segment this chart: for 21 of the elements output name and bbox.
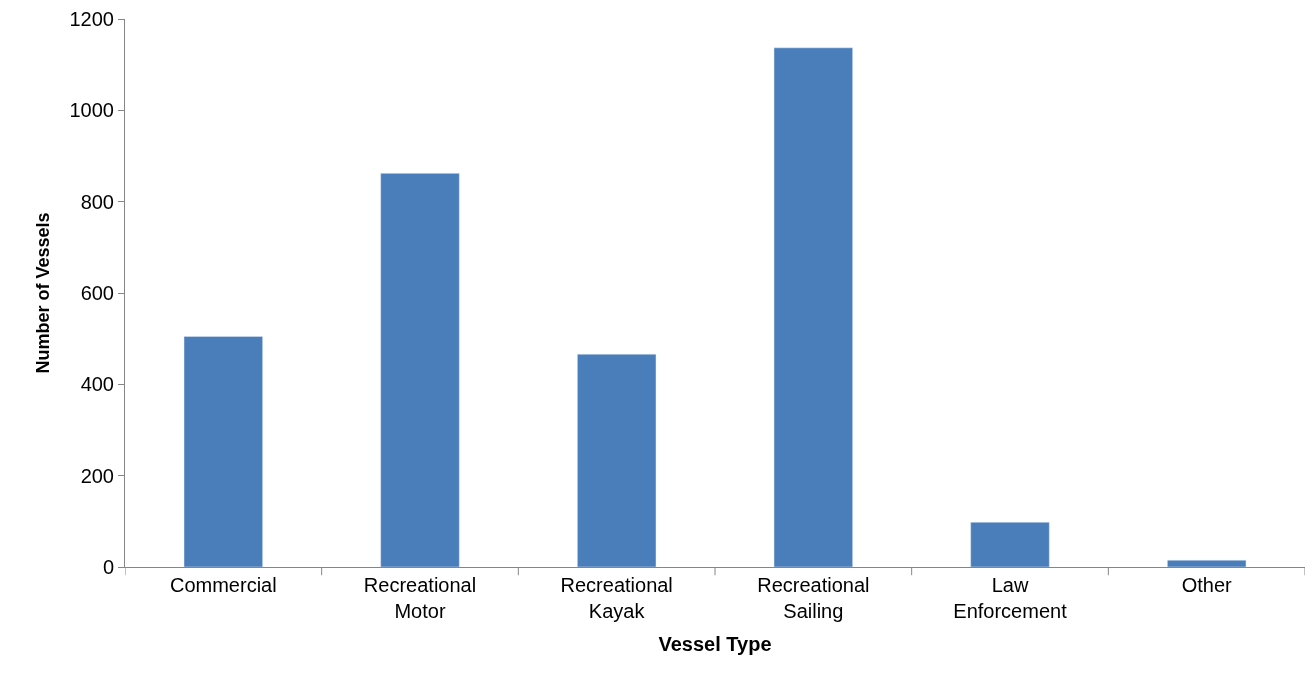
y-axis-title: Number of Vessels xyxy=(32,212,53,374)
x-tick-label: Commercial xyxy=(169,574,277,596)
bar xyxy=(380,173,460,567)
y-tick-label: 0 xyxy=(102,556,114,578)
x-tick-label: Recreational Sailing xyxy=(757,574,870,622)
bar xyxy=(577,353,657,567)
y-tick-label: 600 xyxy=(80,282,114,304)
bar xyxy=(773,47,853,567)
y-tick-label: 1200 xyxy=(69,8,114,30)
bar xyxy=(183,336,263,567)
y-tick-label: 800 xyxy=(80,190,114,213)
x-axis-title: Vessel Type xyxy=(658,632,772,655)
y-tick-label: 200 xyxy=(80,464,114,487)
x-tick-label: Other xyxy=(1181,574,1233,596)
bar xyxy=(970,522,1050,567)
y-tick-label: 1000 xyxy=(69,99,114,122)
x-tick-label: Law Enforcement xyxy=(953,574,1068,622)
y-tick-label: 400 xyxy=(80,373,114,396)
x-tick-label: Recreational Motor xyxy=(363,574,477,622)
x-tick-label: Recreational Kayak xyxy=(560,574,673,622)
bar xyxy=(1167,559,1247,567)
